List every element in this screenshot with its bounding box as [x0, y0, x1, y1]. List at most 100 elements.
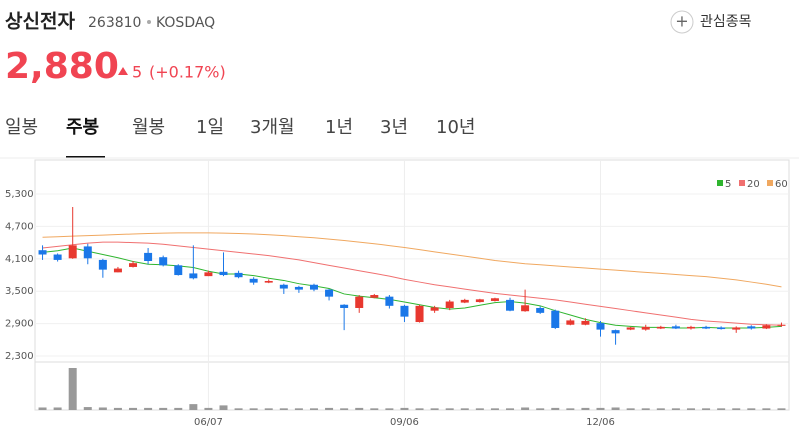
volume-bar: [475, 408, 484, 410]
y-tick-label: 4,100: [5, 254, 34, 265]
candle-body: [415, 305, 424, 323]
stock-code: 263810: [88, 15, 141, 31]
volume-bar: [445, 408, 454, 410]
candle-body: [113, 268, 122, 273]
change-pct: (+0.17%): [149, 63, 226, 82]
volume-bar: [159, 407, 168, 410]
volume-bar: [611, 407, 620, 410]
volume-bar: [68, 368, 77, 410]
tab[interactable]: 3년: [380, 117, 408, 138]
y-tick-label: 4,700: [5, 221, 34, 232]
volume-bar: [732, 408, 741, 410]
candle-body: [98, 259, 107, 270]
tab[interactable]: 일봉: [5, 117, 38, 138]
legend-label: 60: [775, 179, 788, 190]
volume-bar: [596, 407, 605, 410]
volume-bar: [777, 408, 786, 410]
candle-body: [234, 272, 243, 278]
volume-bar: [340, 408, 349, 410]
tab[interactable]: 주봉: [66, 117, 99, 138]
candle-body: [460, 299, 469, 303]
up-arrow: [118, 67, 128, 75]
candle-body: [506, 299, 515, 311]
candle-body: [490, 298, 499, 301]
candle-body: [596, 323, 605, 330]
candle-body: [641, 326, 650, 330]
volume-bar: [234, 408, 243, 410]
candle-body: [279, 284, 288, 289]
volume-bar: [325, 407, 334, 410]
candle-body: [83, 246, 92, 259]
price: 2,880: [5, 46, 119, 87]
volume-bar: [415, 408, 424, 410]
candle-body: [219, 271, 228, 276]
volume-bar: [144, 407, 153, 410]
volume-bar: [294, 408, 303, 410]
volume-bar: [702, 408, 711, 410]
candle-body: [53, 254, 62, 260]
volume-bar: [762, 408, 771, 410]
market: KOSDAQ: [156, 15, 215, 31]
volume-bar: [219, 405, 228, 410]
candle-body: [68, 245, 77, 259]
candle-body: [626, 327, 635, 330]
x-tick-label: 06/07: [194, 417, 223, 428]
volume-bar: [686, 408, 695, 410]
volume-bar: [400, 407, 409, 410]
candle-body: [671, 326, 680, 329]
candle-body: [581, 320, 590, 325]
candle-body: [521, 305, 530, 312]
candle-body: [475, 299, 484, 303]
y-tick-label: 5,300: [5, 189, 34, 200]
volume-bar: [189, 404, 198, 410]
volume-bar: [370, 408, 379, 410]
ma-line: [42, 232, 782, 288]
watch-label[interactable]: 관심종목: [700, 14, 752, 30]
candle-body: [309, 284, 318, 290]
tab[interactable]: 10년: [436, 117, 475, 138]
tab[interactable]: 1년: [325, 117, 353, 138]
volume-bar: [626, 408, 635, 410]
volume-bar: [53, 407, 62, 410]
candle-body: [762, 325, 771, 329]
volume-bar: [83, 407, 92, 410]
dot: [147, 20, 151, 24]
watch-icon[interactable]: [670, 10, 694, 34]
x-tick-label: 09/06: [390, 417, 419, 428]
watch-plus[interactable]: +: [675, 12, 688, 31]
plot-frame: [34, 159, 790, 411]
volume-bar: [174, 407, 183, 410]
tab[interactable]: 1일: [196, 117, 224, 138]
ma-line: [42, 241, 782, 326]
volume-bar: [385, 408, 394, 410]
volume-bar: [38, 407, 47, 410]
candle-body: [566, 320, 575, 325]
candle-body: [159, 257, 168, 266]
volume-bar: [490, 408, 499, 410]
candle-body: [174, 265, 183, 276]
volume-bar: [113, 407, 122, 410]
candle-body: [400, 305, 409, 317]
candle-body: [551, 310, 560, 328]
volume-bar: [460, 408, 469, 410]
candle-body: [355, 296, 364, 308]
volume-bar: [551, 407, 560, 410]
tab[interactable]: 월봉: [132, 117, 165, 138]
candle-body: [249, 278, 258, 283]
volume-bar: [98, 407, 107, 410]
tab[interactable]: 3개월: [250, 117, 295, 138]
volume-bar: [747, 408, 756, 410]
candle-body: [686, 326, 695, 329]
candle-body: [38, 250, 47, 255]
candle-body: [129, 263, 138, 267]
volume-bar: [430, 408, 439, 410]
y-tick-label: 2,900: [5, 319, 34, 330]
candle-body: [611, 330, 620, 334]
volume-bar: [656, 408, 665, 410]
candle-body: [340, 304, 349, 308]
volume-bar: [249, 408, 258, 410]
legend-swatch: [717, 180, 723, 186]
volume-bar: [641, 408, 650, 410]
candle-body: [656, 326, 665, 329]
